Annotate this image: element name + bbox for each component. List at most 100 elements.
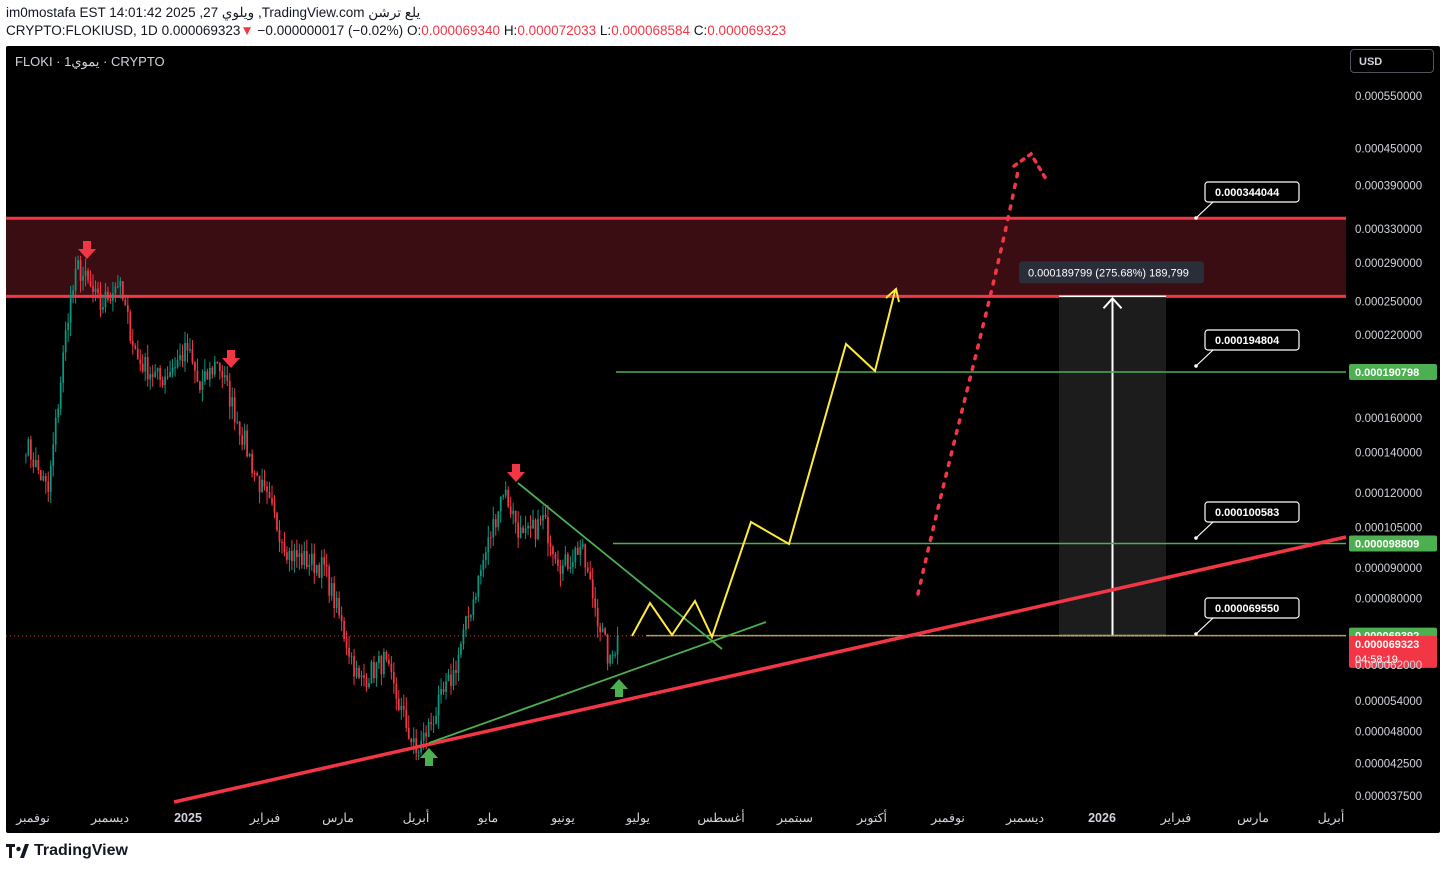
candle-body	[218, 363, 221, 372]
candle-body	[467, 616, 470, 618]
candle-body	[477, 575, 480, 597]
red-support-trendline	[173, 535, 1347, 804]
candle-body	[601, 628, 604, 633]
time-axis-label: أكتوبر	[856, 809, 887, 826]
red-dotted-projection	[916, 164, 1021, 596]
candle-body	[149, 374, 152, 380]
candle-body	[487, 537, 490, 553]
candle-body	[599, 626, 602, 633]
up-arrow-icon	[610, 679, 628, 697]
candle-body	[412, 738, 415, 743]
candle-body	[156, 367, 159, 372]
candle-body	[392, 671, 395, 684]
candle-body	[67, 322, 70, 331]
candle-body	[42, 476, 45, 481]
candle-body	[355, 667, 358, 677]
down-triangle-icon: ▼	[240, 23, 254, 38]
candle-body	[447, 674, 450, 682]
time-axis-label: نوفمبر	[15, 811, 50, 826]
candle-body	[286, 552, 288, 560]
candle-body	[472, 599, 475, 616]
candle-body	[465, 616, 467, 630]
candle-body	[554, 554, 557, 560]
price-axis-label: 0.000080000	[1355, 594, 1422, 606]
candle-body	[196, 370, 199, 382]
candle-body	[129, 311, 132, 341]
candle-body	[191, 349, 194, 363]
time-axis-label: مارس	[1237, 811, 1269, 826]
candle-body	[397, 698, 400, 710]
candle-body	[365, 678, 368, 688]
candle-body	[52, 444, 55, 466]
candle-body	[484, 552, 487, 561]
candle-body	[92, 285, 94, 292]
candle-body	[604, 628, 607, 635]
candle-body	[606, 634, 609, 664]
candle-body	[524, 528, 527, 533]
candle-body	[437, 694, 440, 716]
candle-body	[579, 546, 582, 555]
green-resistance-trendline	[517, 482, 723, 650]
high-value: 0.000072033	[517, 23, 597, 38]
price-tag-bg	[1349, 363, 1437, 380]
candle-body	[330, 583, 333, 596]
candle-body	[189, 349, 191, 351]
candle-body	[281, 542, 283, 544]
tradingview-icon	[6, 844, 29, 858]
candle-body	[348, 648, 350, 657]
candle-body	[611, 655, 614, 657]
level-callout-label: 0.000100583	[1215, 507, 1279, 519]
candle-body	[64, 330, 67, 353]
price-axis-label: 0.000290000	[1355, 258, 1422, 270]
candle-body	[502, 495, 505, 497]
candle-body	[44, 476, 47, 482]
candle-body	[350, 656, 353, 658]
candle-body	[181, 355, 184, 362]
candle-body	[390, 663, 393, 672]
candle-body	[39, 470, 42, 481]
candle-body	[141, 363, 144, 372]
candle-body	[566, 554, 569, 569]
price-chart[interactable]: 0.000189799 (275.68%) 189,799 0.000344044…	[6, 46, 1440, 833]
candle-body	[164, 376, 166, 386]
candle-body	[569, 567, 572, 569]
candle-body	[313, 553, 316, 573]
candle-body	[49, 465, 52, 492]
price-axis-label: 0.000105000	[1355, 523, 1422, 535]
price-axis-label: 0.000160000	[1355, 413, 1422, 425]
level-callout-dot	[1194, 364, 1198, 368]
level-callout-dot	[1194, 632, 1198, 636]
candle-body	[370, 661, 373, 684]
price-axis-label: 0.000330000	[1355, 224, 1422, 236]
candle-body	[591, 579, 594, 599]
candle-body	[552, 546, 554, 555]
up-arrow-icon	[420, 748, 438, 766]
candle-body	[184, 342, 186, 362]
symbol-ohlc-line: CRYPTO:FLOKIUSD, 1D 0.000069323▼ −0.0000…	[6, 23, 786, 38]
currency-button[interactable]: USD	[1350, 49, 1434, 73]
candle-body	[479, 570, 482, 576]
candle-body	[74, 268, 77, 291]
price-axis-label: 0.000120000	[1355, 488, 1422, 500]
candle-body	[288, 550, 291, 560]
price-tag-bg	[1349, 535, 1437, 552]
candle-body	[335, 597, 338, 608]
candle-body	[199, 381, 201, 390]
candle-body	[79, 260, 82, 281]
low-value: 0.000068584	[611, 23, 691, 38]
candle-body	[107, 291, 109, 300]
current-price: 0.000069323	[161, 23, 241, 38]
candle-body	[204, 371, 206, 382]
close-value: 0.000069323	[707, 23, 787, 38]
candle-body	[216, 361, 219, 364]
time-axis-label: يونيو	[550, 811, 575, 826]
candle-body	[519, 527, 522, 538]
low-label: L:	[599, 23, 612, 38]
candle-body	[462, 629, 465, 644]
price-axis-label: 0.000048000	[1355, 727, 1422, 739]
candle-body	[430, 722, 432, 724]
chart-panel[interactable]: 0.000189799 (275.68%) 189,799 0.000344044…	[6, 46, 1440, 833]
candle-body	[450, 674, 452, 687]
candle-body	[547, 517, 549, 544]
candle-body	[47, 481, 50, 492]
